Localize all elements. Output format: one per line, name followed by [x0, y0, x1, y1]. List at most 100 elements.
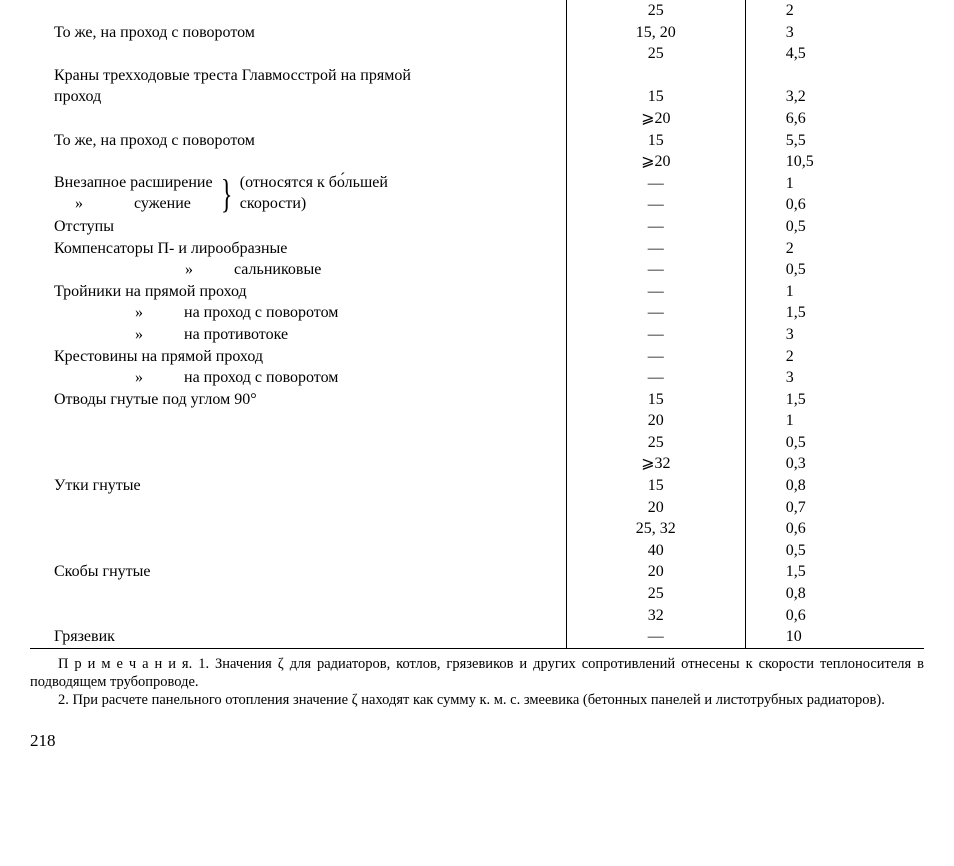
table-row-desc: Краны трехходовые треста Главмосстрой на…: [30, 65, 566, 87]
col-dy-value: 25: [566, 432, 745, 454]
table-row-desc: Скобы гнутые: [30, 561, 566, 583]
ditto-mark: »: [114, 367, 164, 389]
col-dy-value: —: [566, 194, 745, 216]
table-row-desc: Крестовины на прямой проход: [30, 346, 566, 368]
col-zeta-value: 3,2: [745, 86, 924, 108]
col-dy-value: 25, 32: [566, 518, 745, 540]
table-row-desc: [30, 583, 566, 605]
col-zeta-value: 1: [745, 410, 924, 432]
sudden-change-block: Внезапное расширение»сужение}(относятся …: [30, 173, 566, 216]
table-row-desc: [30, 453, 566, 475]
table-row-desc: проход: [30, 86, 566, 108]
col-dy-value: 20: [566, 497, 745, 519]
col-dy-value: 15: [566, 130, 745, 152]
ditto-mark: »: [164, 259, 214, 281]
col-zeta-value: 0,6: [745, 605, 924, 627]
col-zeta-value: 0,8: [745, 583, 924, 605]
col-dy-value: —: [566, 173, 745, 195]
col-zeta-value: [745, 65, 924, 87]
table-row-desc: Отступы: [30, 216, 566, 238]
col-zeta-value: 3: [745, 22, 924, 44]
col-zeta-value: 0,5: [745, 432, 924, 454]
footnote-label: П р и м е ч а н и я.: [58, 656, 192, 672]
col-zeta-value: 0,8: [745, 475, 924, 497]
col-zeta-value: 2: [745, 238, 924, 260]
table-row-desc: » на проход с поворотом: [30, 302, 566, 324]
col-dy-value: 20: [566, 410, 745, 432]
col-dy-value: 15: [566, 86, 745, 108]
col-zeta-value: 0,6: [745, 194, 924, 216]
table-row-desc: [30, 605, 566, 627]
col-dy-value: —: [566, 626, 745, 648]
table-row-desc: » на противотоке: [30, 324, 566, 346]
ditto-label: сальниковые: [234, 261, 321, 278]
col-zeta-value: 1: [745, 173, 924, 195]
col-dy-value: ⩾20: [566, 151, 745, 173]
col-dy-value: —: [566, 367, 745, 389]
table-row-desc: [30, 108, 566, 130]
table-row-desc: То же, на проход с поворотом: [30, 130, 566, 152]
sudden-expansion-label: Внезапное расширение: [54, 173, 213, 194]
table-row-desc: [30, 0, 566, 22]
table-row-desc: [30, 540, 566, 562]
col-zeta-value: 2: [745, 346, 924, 368]
table-row-desc: Грязевик: [30, 626, 566, 648]
ditto-mark: »: [114, 302, 164, 324]
col-zeta-value: 0,3: [745, 453, 924, 475]
col-dy-value: [566, 65, 745, 87]
col-zeta-value: 0,5: [745, 540, 924, 562]
col-dy-value: —: [566, 324, 745, 346]
ditto-mark: »: [54, 194, 104, 215]
col-dy-value: 15: [566, 389, 745, 411]
col-dy-value: 25: [566, 583, 745, 605]
table-row-desc: Отводы гнутые под углом 90°: [30, 389, 566, 411]
col-dy-value: —: [566, 281, 745, 303]
sudden-contraction-label: сужение: [134, 195, 191, 212]
col-zeta-value: 1,5: [745, 389, 924, 411]
table-row-desc: [30, 410, 566, 432]
brace-relation-text: (относятся к бо́льшейскорости): [240, 173, 388, 215]
table-row-desc: Тройники на прямой проход: [30, 281, 566, 303]
col-dy-value: ⩾32: [566, 453, 745, 475]
footnote-2: 2. При расчете панельного отопления знач…: [58, 692, 885, 708]
col-dy-value: —: [566, 302, 745, 324]
footnotes-block: П р и м е ч а н и я. 1. Значения ζ для р…: [30, 655, 924, 709]
col-zeta-value: 6,6: [745, 108, 924, 130]
col-zeta-value: 1,5: [745, 561, 924, 583]
ditto-mark: »: [114, 324, 164, 346]
col-zeta-value: 4,5: [745, 43, 924, 65]
col-dy-value: 15: [566, 475, 745, 497]
col-dy-value: 40: [566, 540, 745, 562]
col-zeta-value: 5,5: [745, 130, 924, 152]
table-row-desc: »на проход с поворотом: [30, 367, 566, 389]
col-dy-value: 32: [566, 605, 745, 627]
col-zeta-value: 10: [745, 626, 924, 648]
col-dy-value: 25: [566, 0, 745, 22]
table-row-desc: Компенсаторы П- и лирообразные: [30, 238, 566, 260]
col-zeta-value: 0,5: [745, 259, 924, 281]
col-dy-value: —: [566, 238, 745, 260]
ditto-label: на проход с поворотом: [184, 304, 338, 321]
table-row-desc: [30, 432, 566, 454]
col-zeta-value: 3: [745, 367, 924, 389]
col-zeta-value: 10,5: [745, 151, 924, 173]
ditto-label: на противотоке: [184, 326, 288, 343]
col-dy-value: 25: [566, 43, 745, 65]
col-dy-value: 15, 20: [566, 22, 745, 44]
page-number: 218: [30, 731, 924, 751]
col-dy-value: 20: [566, 561, 745, 583]
table-row-desc: » сальниковые: [30, 259, 566, 281]
col-zeta-value: 3: [745, 324, 924, 346]
table-row-desc: То же, на проход с поворотом: [30, 22, 566, 44]
col-dy-value: —: [566, 346, 745, 368]
col-zeta-value: 2: [745, 0, 924, 22]
col-zeta-value: 0,5: [745, 216, 924, 238]
col-zeta-value: 0,6: [745, 518, 924, 540]
col-zeta-value: 0,7: [745, 497, 924, 519]
col-dy-value: ⩾20: [566, 108, 745, 130]
table-row-desc: [30, 151, 566, 173]
table-row-desc: [30, 43, 566, 65]
col-dy-value: —: [566, 259, 745, 281]
table-row-desc: Утки гнутые: [30, 475, 566, 497]
col-zeta-value: 1: [745, 281, 924, 303]
